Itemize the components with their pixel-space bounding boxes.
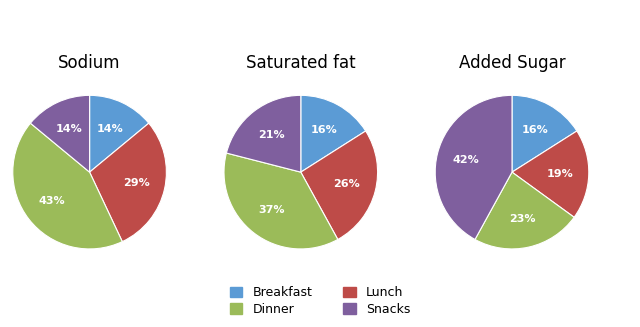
Text: 14%: 14%	[97, 124, 124, 134]
Wedge shape	[512, 95, 577, 172]
Text: 42%: 42%	[452, 155, 479, 165]
Wedge shape	[31, 95, 90, 172]
Text: 26%: 26%	[333, 179, 360, 189]
Wedge shape	[301, 95, 365, 172]
Legend: Breakfast, Dinner, Lunch, Snacks: Breakfast, Dinner, Lunch, Snacks	[225, 281, 415, 321]
Text: 14%: 14%	[56, 124, 83, 134]
Wedge shape	[224, 153, 338, 249]
Text: 29%: 29%	[123, 178, 150, 187]
Title: Added Sugar: Added Sugar	[459, 54, 565, 72]
Text: 23%: 23%	[509, 214, 536, 224]
Title: Sodium: Sodium	[58, 54, 121, 72]
Text: 16%: 16%	[310, 126, 337, 135]
Text: 16%: 16%	[522, 126, 548, 135]
Text: 37%: 37%	[259, 205, 285, 215]
Wedge shape	[475, 172, 574, 249]
Wedge shape	[435, 95, 512, 239]
Text: 21%: 21%	[259, 129, 285, 140]
Text: 19%: 19%	[546, 169, 573, 179]
Title: Saturated fat: Saturated fat	[246, 54, 356, 72]
Wedge shape	[90, 95, 148, 172]
Wedge shape	[301, 131, 378, 239]
Text: 43%: 43%	[38, 196, 65, 206]
Wedge shape	[90, 123, 166, 242]
Wedge shape	[512, 131, 589, 217]
Wedge shape	[13, 123, 122, 249]
Wedge shape	[227, 95, 301, 172]
